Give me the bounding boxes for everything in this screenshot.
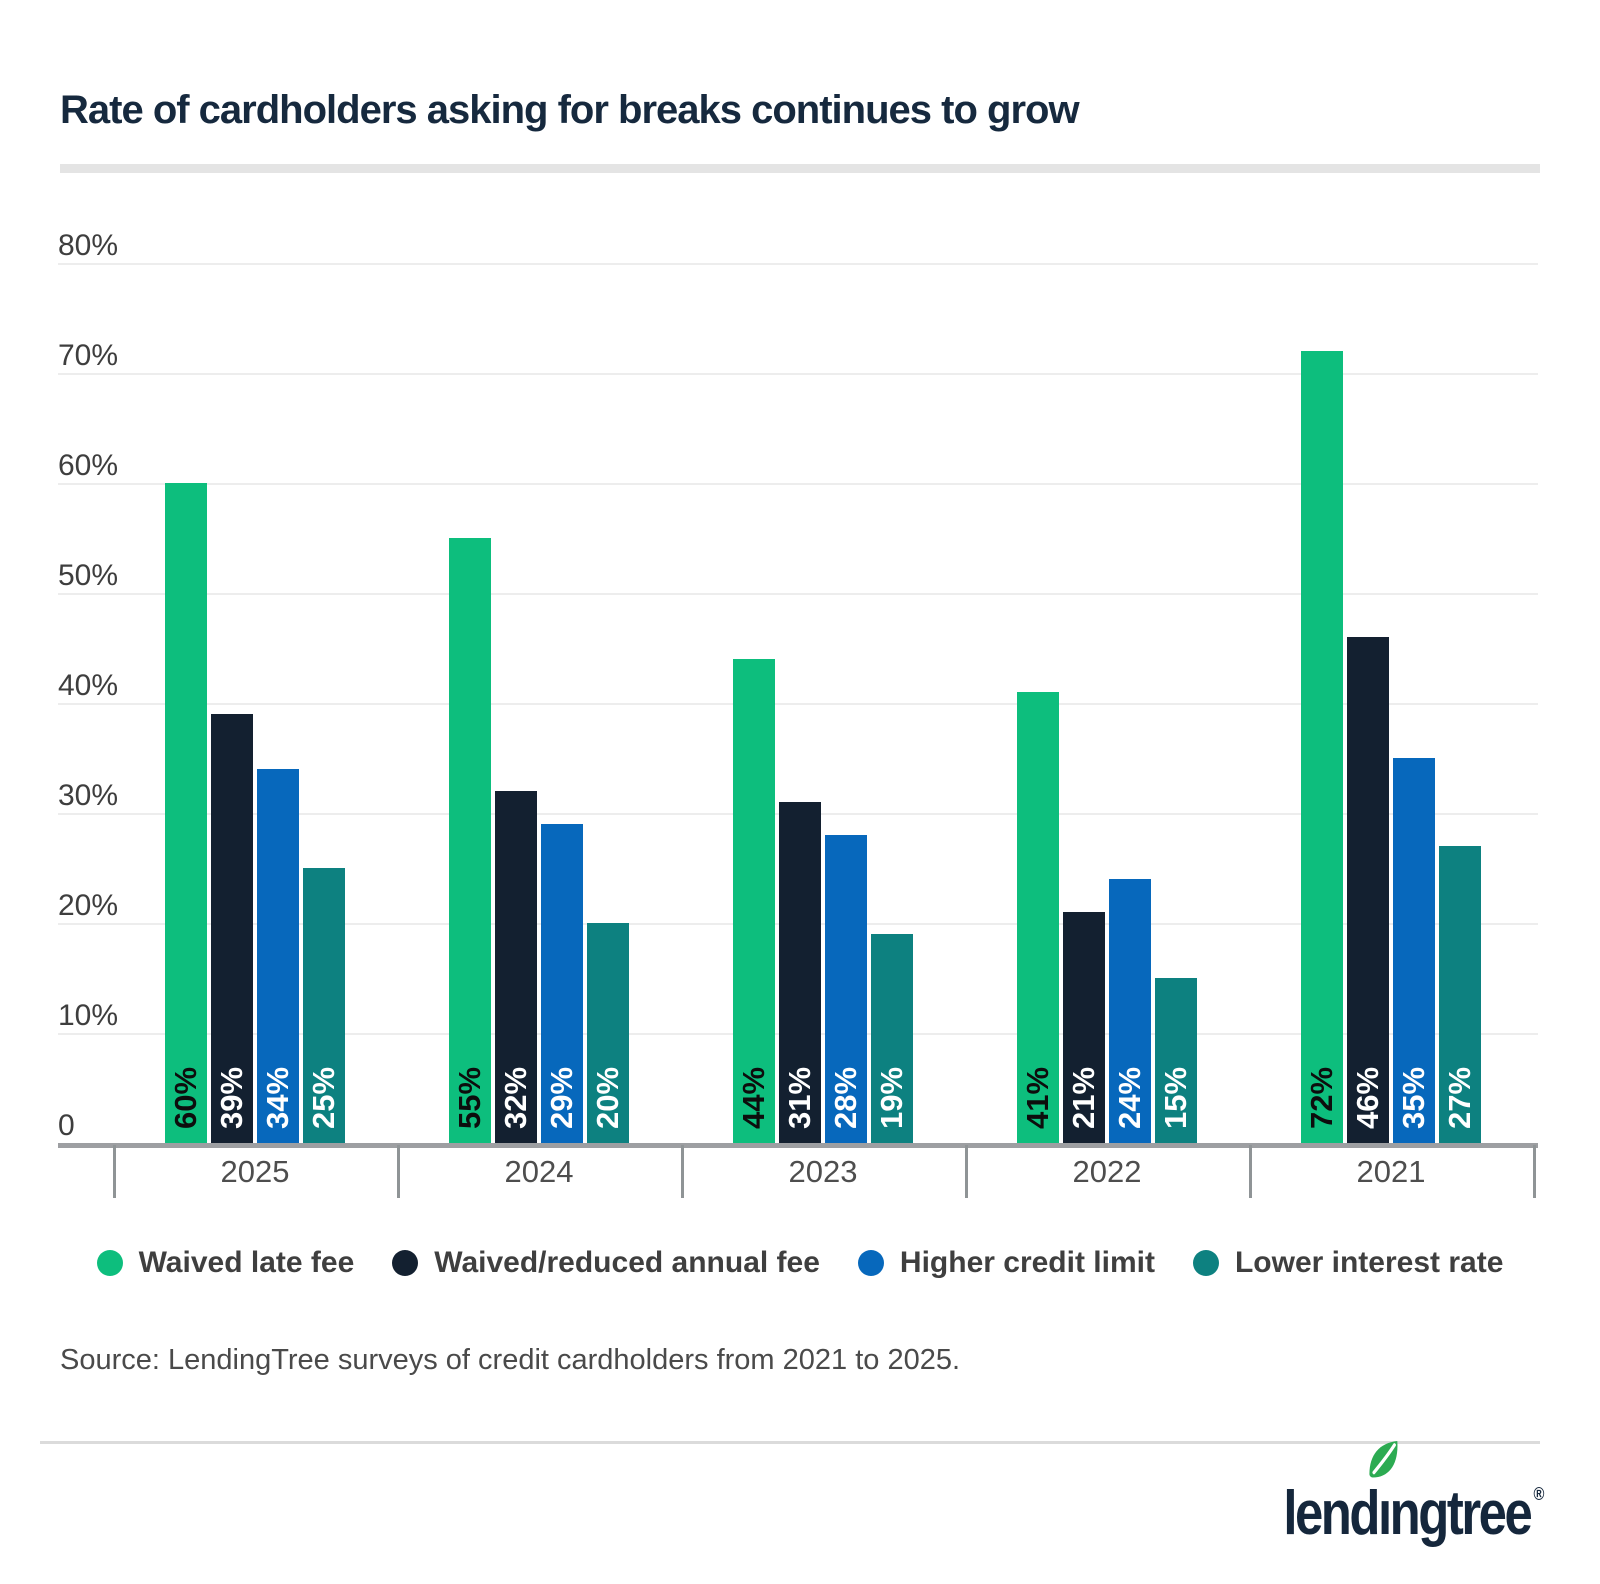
bar-value-label: 44% [736, 1066, 771, 1129]
logo-text-i: ı [1377, 1479, 1392, 1548]
x-axis-tick [113, 1145, 116, 1198]
gridline [58, 593, 1538, 595]
bar-value-label: 32% [498, 1066, 533, 1129]
bar [541, 824, 583, 1143]
x-axis-line [58, 1143, 1538, 1148]
bar [587, 923, 629, 1143]
bar [733, 659, 775, 1143]
y-axis-tick-label: 10% [58, 999, 119, 1032]
bar-value-label: 15% [1158, 1066, 1193, 1129]
x-axis-category-label: 2021 [1356, 1154, 1426, 1189]
y-axis-tick-label: 0 [58, 1109, 75, 1142]
title-divider [60, 164, 1540, 173]
legend-item-lower-interest-rate: Lower interest rate [1192, 1246, 1504, 1280]
legend-label: Waived/reduced annual fee [434, 1246, 820, 1279]
gridline [58, 263, 1538, 265]
gridline [58, 703, 1538, 705]
legend-swatch-waived-reduced-annual-fee-icon [392, 1250, 419, 1276]
y-axis-tick-label: 60% [58, 449, 119, 482]
gridline [58, 373, 1538, 375]
x-axis-tick [1533, 1145, 1536, 1198]
bar [779, 802, 821, 1143]
legend-swatch-higher-credit-limit-icon [857, 1250, 884, 1276]
y-axis-tick-label: 40% [58, 669, 119, 702]
y-axis-tick-label: 30% [58, 779, 119, 812]
legend-label: Higher credit limit [899, 1246, 1155, 1279]
bar-value-label: 46% [1350, 1066, 1385, 1129]
bar [303, 868, 345, 1143]
footer-divider [40, 1441, 1540, 1444]
bar [1393, 758, 1435, 1143]
x-axis-tick [397, 1145, 400, 1198]
bar [1155, 978, 1197, 1143]
leaf-icon [1369, 1441, 1398, 1478]
legend: Waived late fee Waived/reduced annual fe… [0, 1246, 1600, 1280]
bar [871, 934, 913, 1143]
bar-value-label: 20% [590, 1066, 625, 1129]
bar-value-label: 25% [306, 1066, 341, 1129]
bar-value-label: 29% [544, 1066, 579, 1129]
x-axis-category-label: 2023 [788, 1154, 858, 1189]
legend-item-higher-credit-limit: Higher credit limit [857, 1246, 1155, 1280]
y-axis-tick-label: 20% [58, 889, 119, 922]
bar [825, 835, 867, 1143]
bar-value-label: 72% [1304, 1066, 1339, 1129]
logo-text-post: ngtree [1389, 1479, 1532, 1548]
bar-value-label: 27% [1442, 1066, 1477, 1129]
gridline [58, 483, 1538, 485]
bar-value-label: 34% [260, 1066, 295, 1129]
bar-value-label: 39% [214, 1066, 249, 1129]
bar [449, 538, 491, 1143]
bar [1109, 879, 1151, 1143]
lendingtree-logo: lendı ngtree ® [1282, 1441, 1544, 1549]
legend-item-waived-late-fee: Waived late fee [96, 1246, 355, 1280]
bar [257, 769, 299, 1143]
bar-value-label: 28% [828, 1066, 863, 1129]
bar-value-label: 41% [1020, 1066, 1055, 1129]
bar [1063, 912, 1105, 1143]
bar [1347, 637, 1389, 1143]
x-axis-tick [681, 1145, 684, 1198]
bar-value-label: 21% [1066, 1066, 1101, 1129]
bar [1439, 846, 1481, 1143]
bar [495, 791, 537, 1143]
bar [1017, 692, 1059, 1143]
x-axis-category-label: 2024 [504, 1154, 574, 1189]
bar [211, 714, 253, 1143]
logo-text-pre: lend [1282, 1479, 1380, 1548]
registered-mark: ® [1533, 1484, 1544, 1504]
bar-value-label: 60% [168, 1066, 203, 1129]
legend-label: Waived late fee [138, 1246, 355, 1279]
legend-swatch-waived-late-fee-icon [96, 1250, 123, 1276]
y-axis-tick-label: 80% [58, 229, 119, 262]
source-note: Source: LendingTree surveys of credit ca… [60, 1344, 961, 1376]
bar-value-label: 35% [1396, 1066, 1431, 1129]
bar [165, 483, 207, 1143]
y-axis-tick-label: 70% [58, 339, 119, 372]
bar-value-label: 55% [452, 1066, 487, 1129]
bar-value-label: 31% [782, 1066, 817, 1129]
x-axis-category-label: 2022 [1072, 1154, 1142, 1189]
bar [1301, 351, 1343, 1143]
bar-value-label: 19% [874, 1066, 909, 1129]
bar-value-label: 24% [1112, 1066, 1147, 1129]
chart-title: Rate of cardholders asking for breaks co… [60, 88, 1080, 132]
x-axis-category-label: 2025 [220, 1154, 290, 1189]
x-axis-tick [1249, 1145, 1252, 1198]
legend-label: Lower interest rate [1234, 1246, 1504, 1279]
legend-swatch-lower-interest-rate-icon [1192, 1250, 1219, 1276]
x-axis-tick [965, 1145, 968, 1198]
y-axis-tick-label: 50% [58, 559, 119, 592]
legend-item-waived-reduced-annual-fee: Waived/reduced annual fee [392, 1246, 820, 1280]
